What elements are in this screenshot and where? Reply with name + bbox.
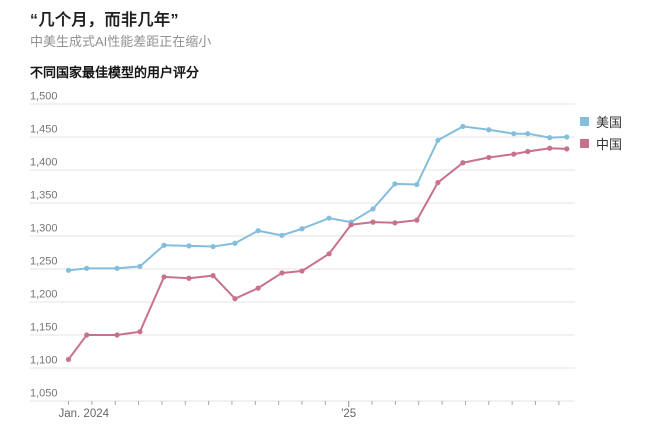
cn-data-point bbox=[348, 222, 354, 228]
cn-data-point bbox=[137, 329, 143, 335]
y-axis-tick-label: 1,150 bbox=[30, 322, 58, 334]
cn-data-point bbox=[547, 145, 553, 151]
x-axis-tick-label: Jan. 2024 bbox=[59, 408, 110, 420]
page-title: “几个月，而非几年” bbox=[30, 12, 180, 29]
us-data-point bbox=[392, 181, 398, 187]
legend-item-cn: 中国 bbox=[580, 132, 622, 154]
cn-data-point bbox=[414, 217, 420, 223]
us-data-point bbox=[186, 243, 192, 249]
cn-data-point bbox=[232, 296, 238, 302]
cn-data-point bbox=[435, 179, 441, 186]
cn-data-point bbox=[392, 220, 398, 226]
cn-data-point bbox=[564, 146, 570, 152]
y-axis-tick-label: 1,200 bbox=[30, 289, 58, 301]
cn-series-swatch-icon bbox=[580, 138, 589, 148]
cn-data-point bbox=[326, 251, 332, 257]
us-data-point bbox=[210, 243, 216, 250]
chart-legend: 美国 中国 bbox=[580, 110, 622, 154]
cn-data-point bbox=[65, 356, 72, 363]
cn-data-point bbox=[255, 285, 261, 291]
us-data-point bbox=[435, 137, 441, 143]
us-data-point bbox=[299, 226, 305, 232]
legend-label-cn: 中国 bbox=[596, 136, 623, 152]
y-axis-tick-label: 1,400 bbox=[30, 157, 58, 169]
cn-series-line bbox=[67, 147, 567, 361]
cn-data-point bbox=[525, 148, 531, 155]
cn-data-point bbox=[486, 154, 492, 161]
cn-data-point bbox=[210, 273, 216, 279]
us-data-point bbox=[486, 127, 492, 133]
legend-item-us: 美国 bbox=[580, 110, 622, 132]
us-series-swatch-icon bbox=[580, 116, 589, 126]
y-axis-tick-label: 1,050 bbox=[30, 388, 58, 400]
us-data-point bbox=[414, 181, 420, 188]
us-data-point bbox=[525, 131, 531, 137]
us-data-point bbox=[326, 215, 332, 221]
cn-data-point bbox=[279, 270, 285, 276]
page-subtitle: 中美生成式AI性能差距正在缩小 bbox=[30, 34, 212, 49]
chart-title: 不同国家最佳模型的用户评分 bbox=[30, 65, 200, 80]
y-axis-tick-label: 1,300 bbox=[30, 223, 58, 235]
cn-data-point bbox=[511, 151, 517, 157]
us-data-point bbox=[232, 240, 238, 246]
y-axis-tick-label: 1,500 bbox=[30, 91, 58, 103]
cn-data-point bbox=[84, 332, 90, 338]
us-data-point bbox=[84, 265, 90, 271]
us-data-point bbox=[564, 134, 570, 140]
cn-data-point bbox=[114, 332, 120, 338]
y-axis-tick-label: 1,350 bbox=[30, 190, 58, 202]
cn-data-point bbox=[186, 275, 192, 281]
us-data-point bbox=[279, 232, 285, 238]
us-data-point bbox=[65, 267, 72, 273]
us-data-point bbox=[370, 206, 376, 212]
us-data-point bbox=[161, 242, 167, 248]
legend-label-us: 美国 bbox=[596, 114, 623, 130]
y-axis-tick-label: 1,100 bbox=[30, 355, 58, 367]
y-axis-tick-label: 1,450 bbox=[30, 124, 58, 136]
us-data-point bbox=[137, 263, 143, 269]
us-data-point bbox=[255, 228, 261, 234]
y-axis-tick-label: 1,250 bbox=[30, 256, 58, 268]
us-data-point bbox=[114, 265, 120, 271]
us-data-point bbox=[511, 131, 517, 137]
us-data-point bbox=[460, 123, 466, 130]
cn-data-point bbox=[460, 160, 466, 166]
cn-data-point bbox=[299, 268, 305, 274]
cn-data-point bbox=[161, 274, 167, 280]
cn-data-point bbox=[370, 219, 376, 225]
us-data-point bbox=[547, 135, 553, 141]
us-series-line bbox=[68, 125, 567, 272]
x-axis-tick-label: '25 bbox=[341, 408, 356, 420]
